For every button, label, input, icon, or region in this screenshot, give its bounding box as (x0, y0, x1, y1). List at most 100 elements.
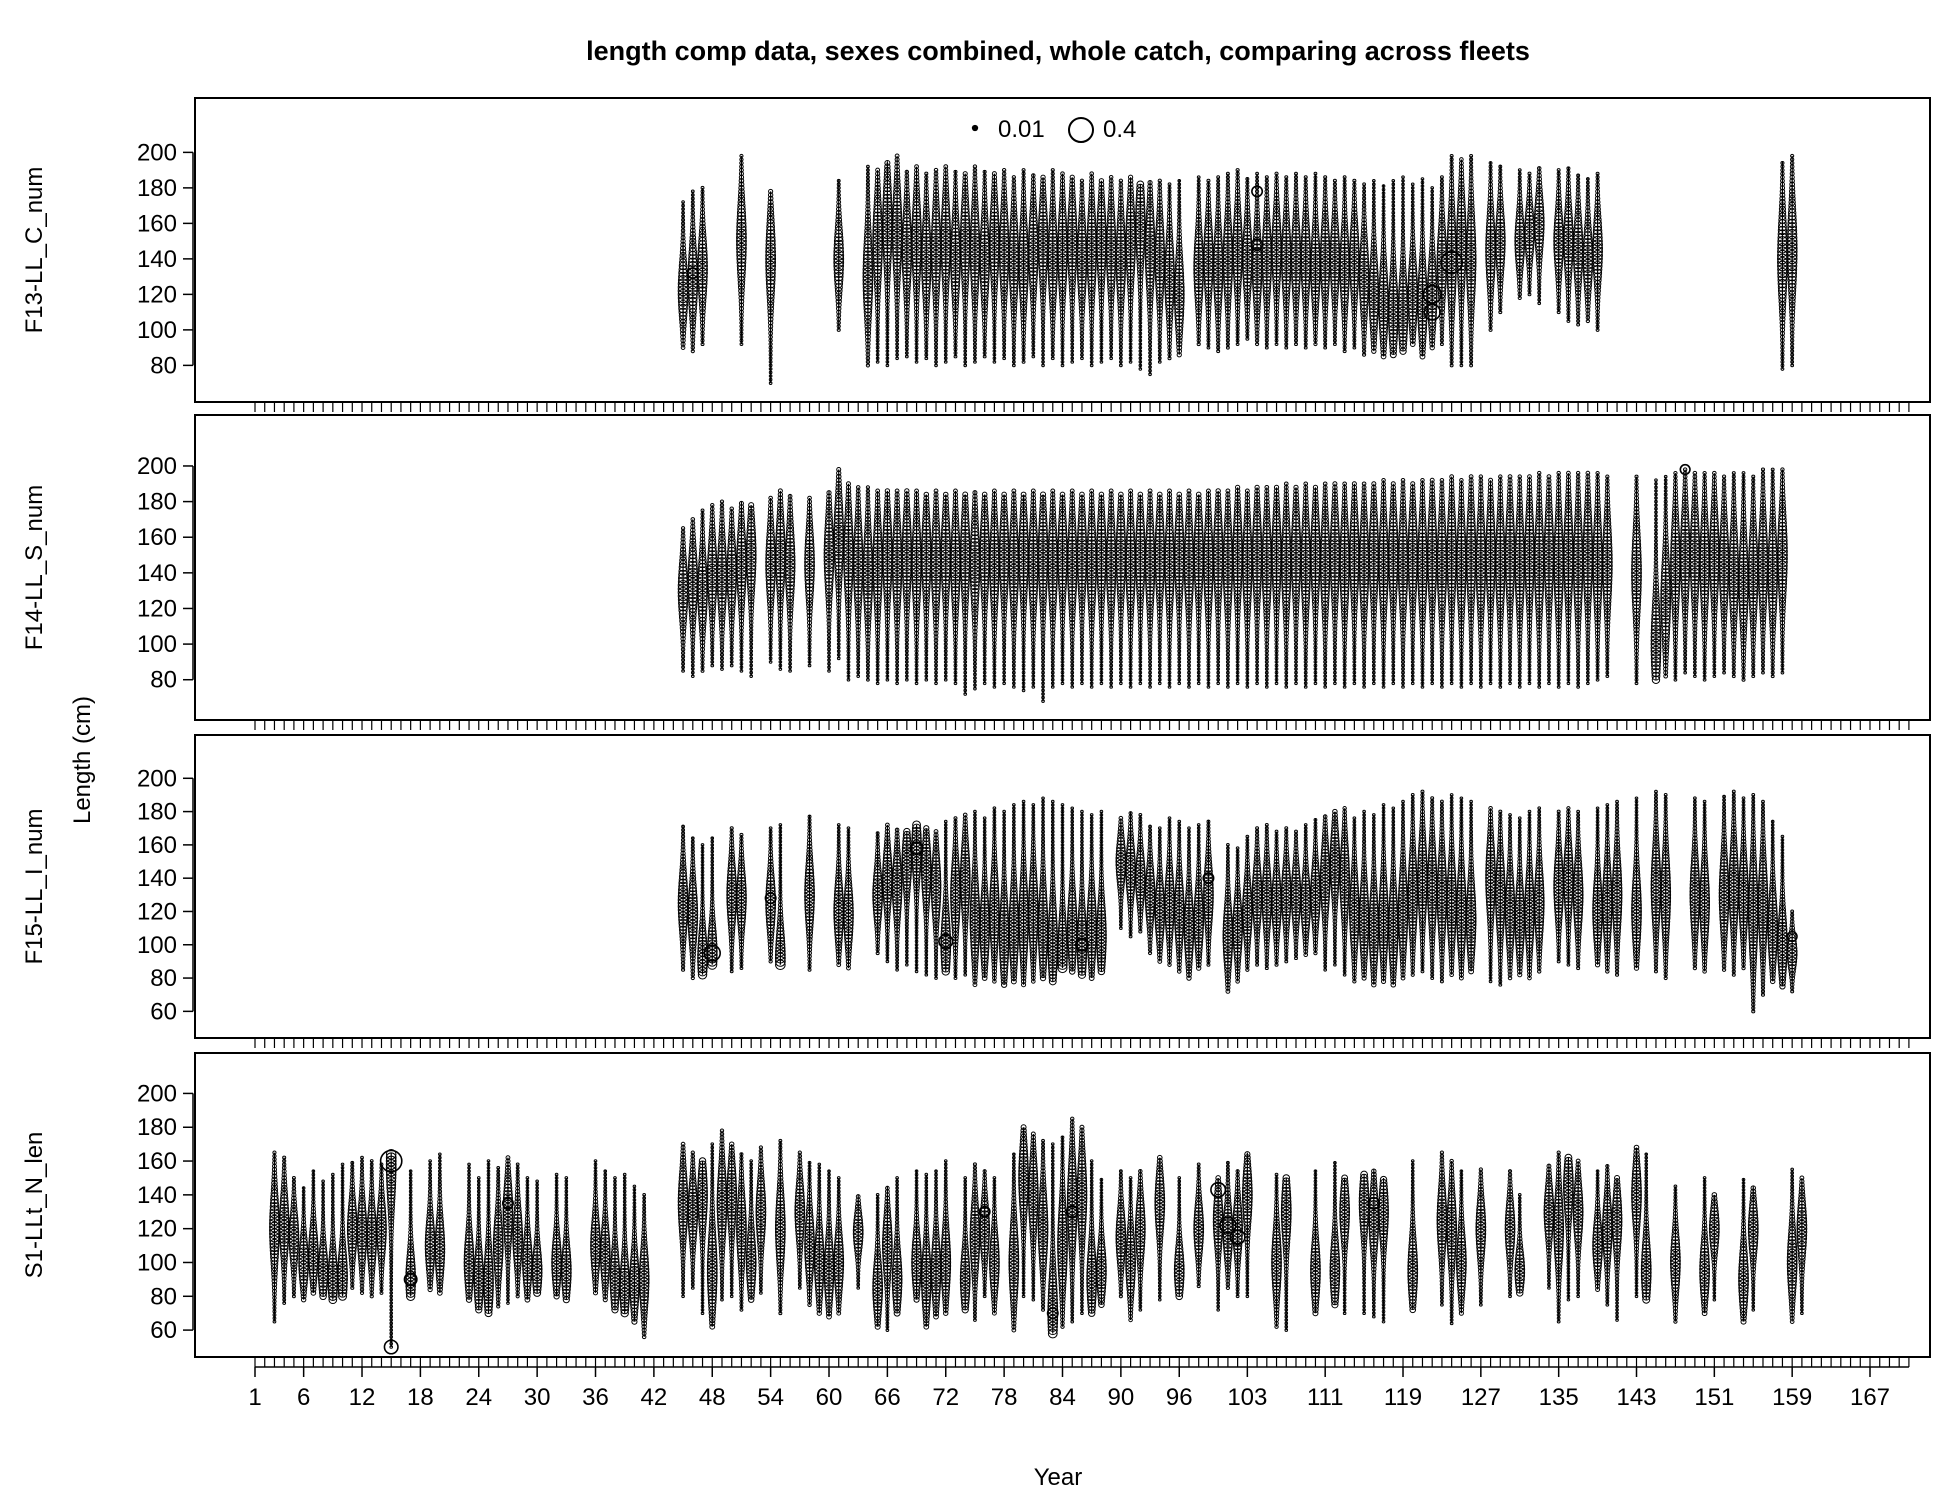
length-comp-column (1037, 1138, 1049, 1312)
length-comp-column (706, 836, 718, 970)
length-comp-column (1650, 478, 1662, 684)
x-minor-ticks (254, 720, 1910, 730)
length-comp-column (745, 1159, 757, 1303)
length-comp-column (1757, 799, 1769, 997)
panel-label: F15-LL_I_num (21, 808, 48, 964)
large-proportion-bubble (1367, 1196, 1381, 1210)
large-proportion-bubble (978, 1205, 991, 1218)
length-comp-column (1417, 789, 1428, 974)
panel-label: S1-LLt_N_len (21, 1132, 48, 1279)
y-tick-label: 80 (150, 667, 177, 694)
large-proportion-bubble (764, 892, 777, 905)
y-tick-label: 60 (150, 1317, 177, 1344)
length-comp-column (940, 164, 952, 364)
length-comp-column (872, 1193, 884, 1330)
length-comp-column (1708, 1192, 1720, 1302)
length-comp-column (1018, 168, 1029, 364)
length-comp-column (1378, 477, 1389, 689)
legend-label-small: 0.01 (998, 116, 1045, 143)
panel-f13-ll-c-num: F13-LL_C_num 80 100 120 140 160 180 200 (21, 97, 1931, 412)
length-comp-column (1076, 491, 1088, 686)
y-tick-label: 140 (137, 865, 177, 892)
y-tick-label: 160 (137, 1148, 177, 1175)
large-proportion-bubble (1786, 930, 1798, 943)
large-proportion-bubble (1423, 303, 1441, 321)
length-comp-column (1533, 166, 1545, 306)
length-comp-column (1096, 1177, 1107, 1309)
length-comp-column (998, 167, 1010, 361)
length-comp-column (1027, 803, 1039, 984)
x-tick-label: 6 (297, 1384, 310, 1411)
length-comp-column (1027, 1131, 1039, 1302)
length-comp-column (1222, 488, 1234, 689)
length-comp-column (726, 1141, 738, 1299)
length-comp-column (1611, 799, 1623, 977)
length-comp-column (1387, 481, 1399, 686)
length-comp-column (1572, 470, 1584, 689)
length-comp-column (697, 1157, 708, 1315)
length-comp-column (1397, 477, 1409, 689)
length-comp-column (687, 189, 699, 354)
length-comp-column (599, 1169, 611, 1303)
length-comp-column (1310, 171, 1321, 347)
length-comp-column (843, 481, 854, 682)
length-comp-column (804, 1160, 815, 1307)
length-comp-column (1417, 177, 1428, 360)
length-comp-column (1650, 789, 1662, 974)
length-comp-column (366, 1159, 378, 1299)
large-proportion-bubble (703, 944, 721, 962)
length-comp-column (988, 171, 1000, 364)
y-tick-label: 80 (150, 965, 177, 992)
length-comp-column (1446, 1158, 1458, 1326)
length-comp-column (269, 1150, 280, 1324)
x-axis: 1 6 12 18 24 30 36 42 48 54 60 66 72 78 84 90 96 103 111 11… (248, 1366, 1909, 1411)
length-comp-column (1086, 813, 1098, 981)
length-comp-column (1592, 171, 1603, 332)
length-comp-column (959, 491, 971, 696)
length-comp-column (950, 816, 961, 980)
length-comp-column (706, 1142, 718, 1330)
length-comp-column (979, 816, 991, 981)
length-comp-column (1514, 1193, 1526, 1297)
large-proportion-bubble (1219, 1216, 1237, 1235)
length-comp-column (1222, 843, 1234, 994)
length-comp-column (1329, 481, 1341, 686)
y-tick-label: 200 (137, 765, 177, 792)
length-comp-column (1203, 178, 1214, 350)
length-comp-column (736, 500, 747, 673)
length-comp-column (726, 506, 738, 668)
y-tick-label: 160 (137, 832, 177, 859)
legend-large-bubble (1068, 117, 1094, 143)
panel-label: F14-LL_S_num (21, 485, 48, 650)
length-comp-column (1368, 178, 1380, 354)
length-comp-column (1144, 488, 1156, 689)
length-comp-column (1339, 481, 1351, 689)
length-comp-column (930, 1169, 942, 1320)
length-comp-column (551, 1172, 562, 1300)
x-tick-label: 24 (465, 1384, 492, 1411)
length-comp-column (1631, 1144, 1642, 1299)
length-comp-column (1485, 477, 1496, 686)
large-proportion-bubble (909, 841, 924, 856)
length-comp-column (1348, 481, 1360, 686)
length-comp-column (1144, 179, 1156, 377)
length-comp-column (1387, 178, 1399, 359)
length-comp-column (1494, 809, 1506, 987)
length-comp-column (1271, 829, 1282, 967)
length-comp-column (1203, 488, 1214, 689)
length-comp-column (1455, 157, 1467, 368)
length-comp-column (1329, 178, 1341, 346)
length-comp-column (1747, 1185, 1759, 1312)
length-comp-column (1436, 799, 1448, 984)
length-comp-column (1173, 1176, 1185, 1301)
length-comp-column (1037, 796, 1049, 982)
length-comp-column (901, 488, 913, 682)
length-comp-column (1134, 491, 1146, 686)
length-comp-column (1358, 1170, 1370, 1315)
length-comp-column (1660, 474, 1672, 679)
length-comp-column (1241, 177, 1253, 341)
length-comp-column (1018, 491, 1029, 693)
length-comp-column (1339, 175, 1351, 354)
length-comp-column (1417, 477, 1428, 689)
